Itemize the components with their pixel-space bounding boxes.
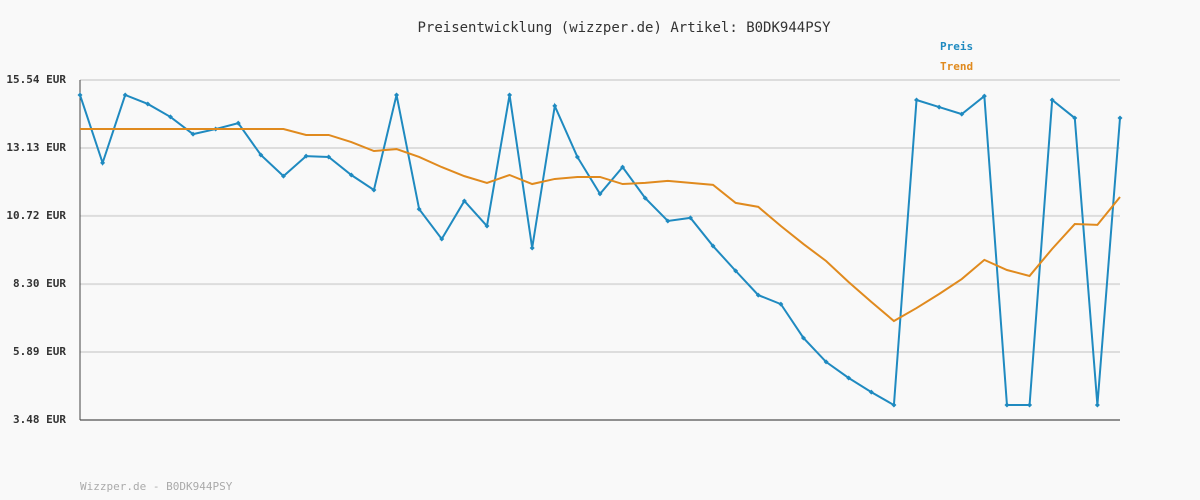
y-tick-label: 10.72 EUR bbox=[6, 209, 66, 222]
y-tick-label: 3.48 EUR bbox=[13, 413, 66, 426]
y-tick-label: 15.54 EUR bbox=[6, 73, 66, 86]
point-marker bbox=[303, 153, 309, 159]
y-tick-label: 13.13 EUR bbox=[6, 141, 66, 154]
legend-label: Preis bbox=[940, 40, 973, 53]
point-marker bbox=[1004, 402, 1010, 408]
point-marker bbox=[1117, 115, 1123, 121]
point-marker bbox=[981, 93, 987, 99]
point-marker bbox=[167, 114, 173, 120]
point-marker bbox=[77, 92, 83, 98]
point-marker bbox=[529, 245, 535, 251]
point-marker bbox=[235, 120, 241, 126]
point-marker bbox=[552, 103, 558, 109]
point-marker bbox=[574, 154, 580, 160]
point-marker bbox=[348, 172, 354, 178]
series-line bbox=[79, 93, 1121, 407]
point-marker bbox=[394, 92, 400, 98]
point-marker bbox=[891, 402, 897, 408]
y-tick-label: 8.30 EUR bbox=[13, 277, 66, 290]
point-marker bbox=[484, 223, 490, 229]
point-marker bbox=[507, 92, 513, 98]
chart-title: Preisentwicklung (wizzper.de) Artikel: B… bbox=[417, 20, 831, 36]
legend-label: Trend bbox=[940, 60, 973, 73]
point-marker bbox=[439, 236, 445, 242]
point-marker bbox=[100, 160, 106, 166]
y-tick-label: 5.89 EUR bbox=[13, 345, 66, 358]
point-marker bbox=[371, 187, 377, 193]
point-marker bbox=[122, 92, 128, 98]
point-marker bbox=[1094, 402, 1100, 408]
point-marker bbox=[778, 301, 784, 307]
point-marker bbox=[936, 104, 942, 110]
point-marker bbox=[642, 195, 648, 201]
point-marker bbox=[258, 152, 264, 158]
point-marker bbox=[733, 268, 739, 274]
point-marker bbox=[326, 154, 332, 160]
point-marker bbox=[416, 206, 422, 212]
point-marker bbox=[1072, 115, 1078, 121]
point-marker bbox=[710, 243, 716, 249]
point-marker bbox=[1049, 97, 1055, 103]
point-marker bbox=[800, 335, 806, 341]
point-marker bbox=[597, 191, 603, 197]
point-marker bbox=[145, 101, 151, 107]
point-marker bbox=[868, 389, 874, 395]
point-marker bbox=[914, 97, 920, 103]
point-marker bbox=[665, 218, 671, 224]
point-marker bbox=[1027, 402, 1033, 408]
point-marker bbox=[687, 215, 693, 221]
footer: Wizzper.de - B0DK944PSY bbox=[80, 480, 233, 493]
point-marker bbox=[846, 375, 852, 381]
point-marker bbox=[620, 164, 626, 170]
point-marker bbox=[461, 198, 467, 204]
point-marker bbox=[959, 111, 965, 117]
point-marker bbox=[190, 131, 196, 137]
point-marker bbox=[755, 292, 761, 298]
point-marker bbox=[280, 173, 286, 179]
series-line bbox=[80, 128, 1121, 323]
point-marker bbox=[823, 359, 829, 365]
